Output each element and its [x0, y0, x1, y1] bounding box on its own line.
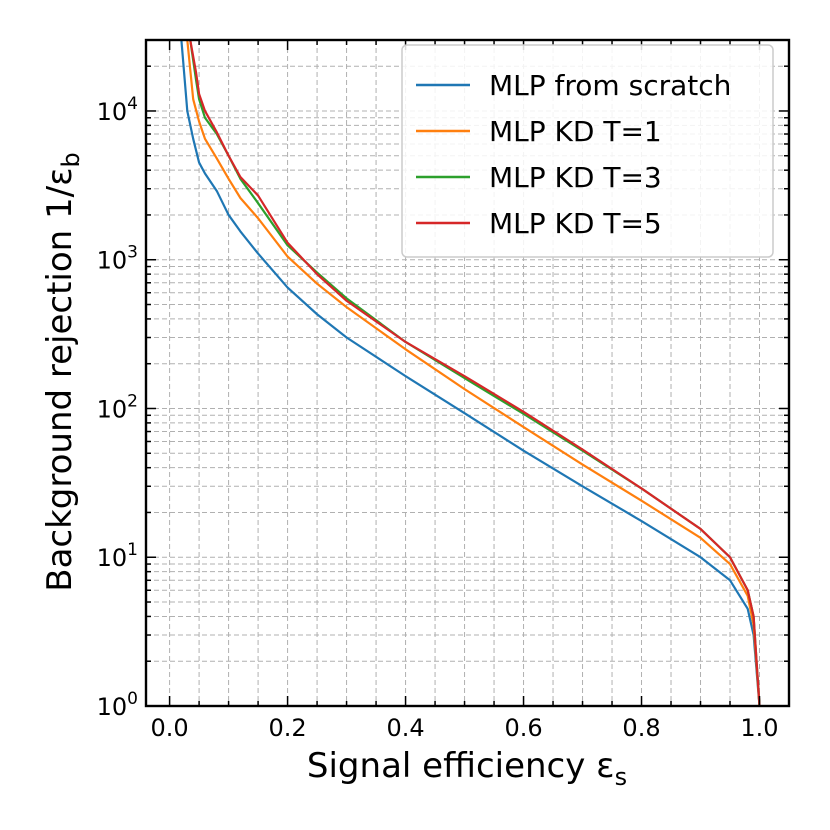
legend-label-3: MLP KD T=3	[489, 161, 662, 194]
y-tick-label: 103	[97, 243, 138, 275]
x-tick-label: 0.8	[622, 714, 660, 742]
x-tick-label: 0.2	[268, 714, 306, 742]
y-axis-label-subscript: b	[57, 152, 85, 167]
y-tick-label: 101	[97, 540, 138, 572]
plot-frame	[144, 38, 791, 708]
axes: 0.0 0.2 0.4 0.6 0.8 1.0 100 101 102 103 104	[97, 38, 791, 742]
y-axis-label: Background rejection 1/εb	[40, 152, 85, 592]
x-tick-label: 0.6	[504, 714, 542, 742]
legend: MLP from scratch MLP KD T=1 MLP KD T=3 MLP …	[401, 44, 774, 258]
legend-label-4: MLP KD T=5	[489, 207, 662, 240]
x-tick-label: 1.0	[740, 714, 778, 742]
series-line-1	[180, 40, 761, 706]
y-tick-label: 102	[97, 391, 138, 423]
series-lines	[180, 40, 761, 706]
series-line-4	[189, 40, 761, 706]
y-tick-label: 104	[97, 94, 138, 126]
x-axis-label: Signal efficiency εs	[307, 746, 627, 791]
x-axis-label-subscript: s	[615, 763, 628, 791]
legend-box	[401, 44, 774, 258]
y-tick-label: 100	[97, 689, 138, 721]
x-tick-label: 0.4	[386, 714, 424, 742]
x-tick-label: 0.0	[151, 714, 189, 742]
series-line-2	[186, 40, 761, 706]
legend-label-1: MLP from scratch	[489, 69, 731, 102]
legend-label-2: MLP KD T=1	[489, 115, 662, 148]
